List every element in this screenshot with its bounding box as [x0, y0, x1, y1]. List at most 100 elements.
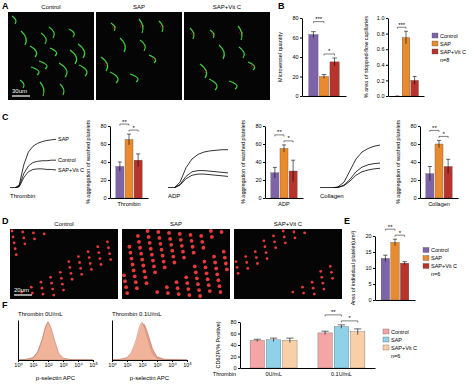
platelet [302, 292, 305, 295]
legend-note: n=6 [431, 271, 440, 277]
line-chart: Collagen [320, 145, 380, 199]
tick-mark [238, 357, 240, 358]
platelet [167, 231, 171, 235]
tick-label: 20 [230, 354, 236, 360]
panel-letter: F [2, 300, 8, 310]
axis-line [388, 19, 389, 97]
vessel [130, 74, 138, 82]
bar [318, 333, 332, 368]
bar [250, 340, 264, 368]
stopped-flow [112, 25, 115, 28]
error-bar [413, 77, 417, 85]
vessel [229, 81, 237, 89]
platelet [265, 251, 268, 254]
legend-label: SAP [431, 255, 442, 261]
stopped-flow [211, 32, 214, 35]
plot-marks [18, 322, 93, 360]
axis: Thrombin [111, 198, 149, 207]
tick-mark [300, 18, 302, 19]
error-bar [437, 140, 441, 147]
image-panel: Control30umSAPSAP+Vit C [8, 4, 270, 100]
platelet [41, 287, 44, 290]
axis [18, 321, 19, 361]
trace-line [168, 174, 228, 188]
platelet [331, 277, 334, 280]
tick-mark [108, 198, 110, 199]
error-bar [393, 239, 397, 245]
legend-label: SAP+Vit C [391, 345, 417, 351]
platelet [160, 248, 164, 252]
tick-mark [373, 300, 375, 301]
platelet [264, 245, 267, 248]
error-bar [273, 167, 277, 178]
tick-mark [263, 144, 265, 145]
vessel [110, 72, 118, 83]
plot-marks [271, 145, 297, 198]
vessel [101, 57, 108, 71]
tick: 20 [255, 177, 265, 183]
tick: ADP [278, 198, 290, 207]
y-axis-title: Microvessel quantity [277, 32, 283, 82]
tick-mark [386, 34, 388, 35]
tick: 40 [410, 159, 420, 165]
stopped-flow [203, 69, 206, 72]
tick-mark [373, 236, 375, 237]
platelet [283, 236, 286, 239]
x-axis-title: Collagen [320, 193, 344, 199]
platelet [171, 255, 175, 259]
vessel [239, 47, 244, 58]
vessel [139, 19, 143, 33]
platelet [96, 245, 99, 248]
tick: 40 [292, 54, 302, 60]
tick-mark [238, 322, 240, 323]
bar [266, 340, 280, 368]
bar [125, 140, 133, 199]
platelet [222, 250, 226, 254]
bar [330, 62, 339, 96]
axis: 0.00.20.40.60.81.0 [377, 15, 389, 99]
tick: 0.2 [377, 78, 388, 84]
platelet [90, 268, 93, 271]
significance-label: * [442, 131, 445, 137]
vessel [50, 48, 57, 56]
legend-swatch [383, 329, 389, 334]
platelet [21, 231, 24, 234]
platelet [176, 286, 180, 290]
y-axis-title: % aggregation of washed platelets [240, 120, 246, 204]
bar-chart: 020406080Collagen***% aggregation of was… [395, 120, 459, 207]
trace-line [320, 163, 380, 188]
platelet [123, 279, 127, 283]
tick: 20 [365, 233, 375, 239]
platelet [255, 256, 258, 259]
platelet [88, 256, 91, 259]
tick-label: 10⁴ [74, 362, 83, 368]
significance-label: ** [122, 119, 127, 125]
error-bar [118, 162, 122, 171]
axis-line [111, 198, 149, 199]
vessel [49, 27, 54, 38]
platelet [71, 278, 74, 281]
legend-swatch [383, 345, 389, 350]
axis-line [18, 321, 19, 361]
platelet [157, 236, 161, 240]
tick-mark [238, 334, 240, 335]
platelet [195, 276, 199, 280]
platelet [319, 270, 322, 273]
axis-line [302, 19, 303, 97]
platelet [329, 265, 332, 268]
platelet [32, 232, 35, 235]
tick-mark [418, 180, 420, 181]
tick: 20 [292, 74, 302, 80]
line-chart: ADP [168, 150, 228, 199]
platelet [50, 282, 53, 285]
vessel [12, 16, 16, 24]
line-chart: SAPControlSAP+Vit CThrombin [10, 136, 84, 199]
bar [280, 149, 288, 199]
tick-label: 60 [230, 331, 236, 337]
axis [112, 321, 113, 361]
tick: 10² [45, 360, 53, 368]
platelet [30, 286, 33, 289]
axis-line [420, 127, 421, 199]
platelet [107, 246, 110, 249]
micrograph-texture [11, 230, 112, 297]
